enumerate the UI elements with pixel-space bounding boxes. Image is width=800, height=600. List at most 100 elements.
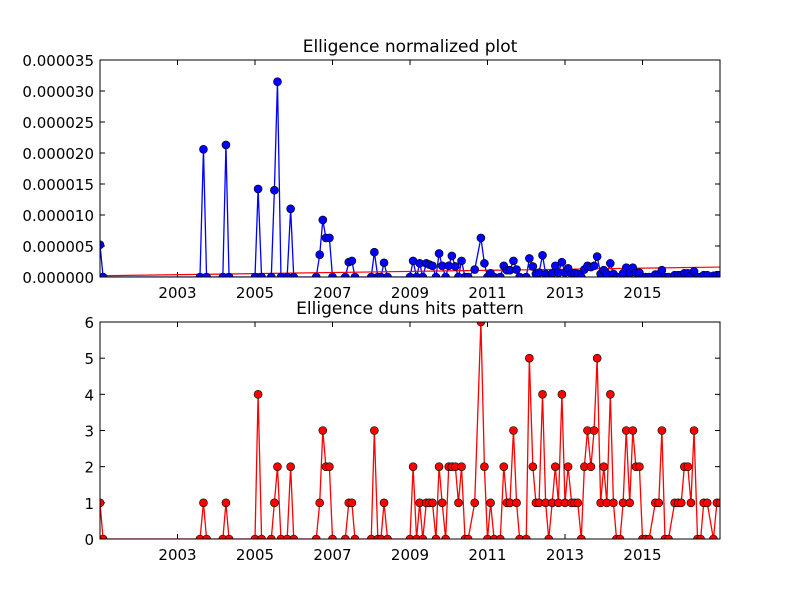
data-point — [486, 498, 495, 508]
data-point — [644, 534, 654, 539]
top-chart-title: Elligence normalized plot — [303, 37, 518, 57]
bottom-axes: Elligence duns hits pattern 0 1 2 3 4 5 6 2003 2… — [84, 299, 721, 564]
data-point — [525, 254, 534, 263]
x-tick-label: 2011 — [468, 284, 506, 302]
data-point — [586, 462, 596, 471]
data-point — [100, 240, 105, 250]
data-point — [328, 534, 337, 539]
data-point — [340, 272, 350, 277]
data-point — [538, 251, 547, 260]
data-point — [195, 534, 205, 539]
data-point — [715, 498, 720, 508]
data-point — [454, 272, 463, 277]
data-point — [250, 534, 260, 539]
data-point — [480, 462, 489, 471]
y-tick-label: 2 — [84, 459, 94, 477]
y-tick-label: 3 — [84, 423, 94, 441]
y-tick-label: 0.000020 — [22, 145, 94, 163]
data-point — [441, 272, 450, 277]
data-point — [592, 353, 602, 363]
data-point — [457, 462, 466, 471]
data-point — [573, 498, 583, 508]
data-point — [250, 272, 260, 277]
y-tick-label: 0.000005 — [22, 238, 94, 256]
data-point — [664, 534, 673, 539]
data-point — [447, 251, 457, 261]
data-point — [273, 77, 282, 86]
data-point — [366, 534, 376, 539]
data-point — [318, 426, 328, 435]
plot-area — [100, 77, 720, 277]
data-point — [412, 534, 421, 539]
data-point — [221, 140, 231, 150]
data-point — [441, 534, 450, 539]
data-point — [311, 534, 321, 539]
data-point — [528, 462, 538, 471]
data-point — [463, 534, 473, 539]
data-point — [286, 462, 295, 471]
data-point — [325, 462, 334, 471]
x-tick-label: 2011 — [468, 546, 506, 564]
data-point — [557, 390, 567, 399]
data-point — [657, 426, 667, 435]
data-point — [318, 215, 328, 225]
y-tick-label: 0.000025 — [22, 114, 94, 132]
x-tick-label: 2009 — [391, 546, 429, 564]
data-point — [383, 534, 392, 539]
data-point — [489, 272, 499, 277]
data-point — [366, 272, 376, 277]
data-point — [544, 534, 554, 539]
data-point — [428, 498, 437, 508]
data-point — [654, 498, 664, 508]
data-point — [576, 534, 586, 539]
y-tick-label: 4 — [84, 386, 94, 404]
top-axes: Elligence normalized plot 0.000000 0.0000… — [22, 37, 721, 302]
data-point — [434, 462, 444, 471]
data-point — [606, 390, 615, 399]
data-point — [257, 272, 266, 277]
data-point — [476, 322, 486, 327]
data-point — [412, 272, 421, 277]
data-point — [463, 272, 473, 277]
x-tick-label: 2005 — [236, 284, 274, 302]
y-tick-label: 5 — [84, 350, 94, 368]
data-point — [551, 462, 560, 471]
y-tick-label: 0.000035 — [22, 52, 94, 70]
data-point — [592, 252, 602, 261]
data-point — [563, 462, 573, 471]
data-point — [576, 272, 586, 277]
data-point — [276, 534, 286, 539]
x-tick-label: 2007 — [313, 284, 351, 302]
data-point — [431, 534, 441, 539]
data-point — [489, 534, 499, 539]
data-point — [689, 426, 699, 435]
x-tick-label: 2005 — [236, 546, 274, 564]
data-point — [253, 390, 263, 399]
data-point — [557, 257, 567, 267]
data-point — [625, 498, 635, 508]
data-point — [376, 272, 386, 277]
data-point — [512, 498, 521, 508]
x-tick-label: 2013 — [546, 284, 584, 302]
data-point — [476, 233, 486, 243]
x-tick-label: 2015 — [623, 546, 661, 564]
data-point — [221, 498, 231, 508]
data-point — [370, 247, 379, 257]
data-point — [370, 426, 379, 435]
data-point — [379, 498, 389, 508]
bottom-chart-title: Elligence duns hits pattern — [296, 299, 524, 319]
data-point — [606, 259, 615, 268]
data-point — [437, 498, 447, 508]
data-point — [289, 272, 299, 277]
data-point — [609, 498, 618, 508]
data-point — [686, 498, 696, 508]
data-point — [311, 272, 321, 277]
data-point — [273, 462, 282, 471]
data-point — [628, 426, 638, 435]
data-point — [224, 272, 234, 277]
data-point — [434, 249, 444, 258]
data-point — [282, 534, 292, 539]
data-point — [676, 498, 686, 508]
data-point — [282, 272, 292, 277]
x-tick-label: 2003 — [158, 546, 196, 564]
